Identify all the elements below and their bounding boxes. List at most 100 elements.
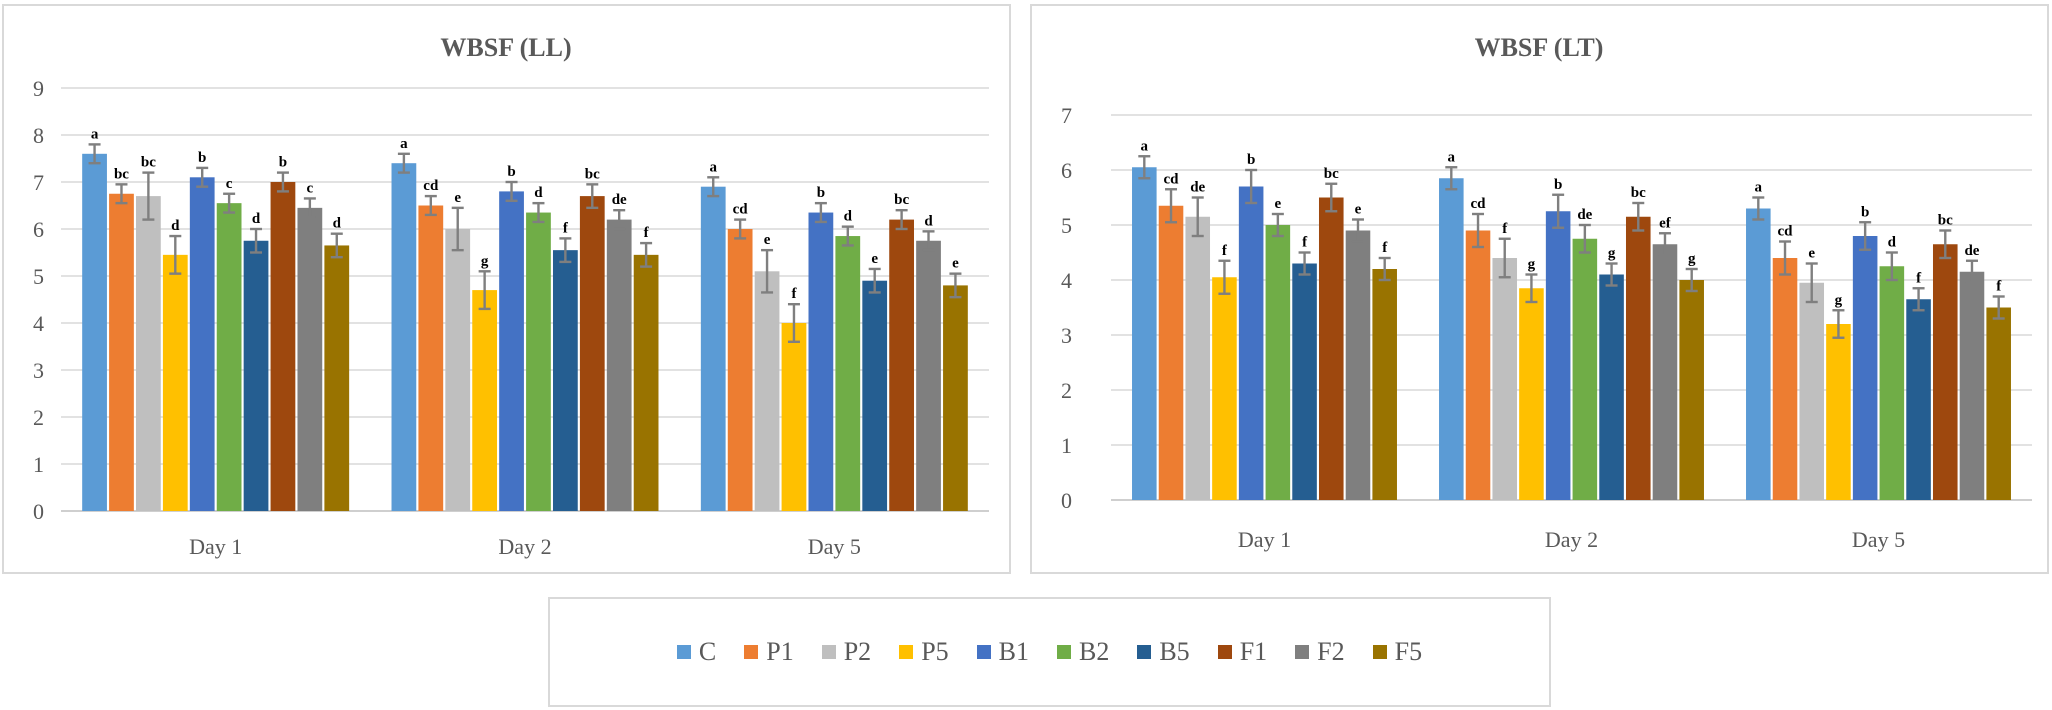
data-label: f — [1222, 243, 1228, 259]
data-label: a — [709, 159, 717, 175]
legend-item-F2: F2 — [1295, 637, 1345, 667]
data-label: b — [1554, 177, 1562, 193]
legend-label: P1 — [766, 637, 794, 666]
bar-C — [391, 163, 417, 511]
legend-swatch — [1372, 645, 1387, 659]
data-label: bc — [1631, 185, 1646, 201]
legend-item-B5: B5 — [1137, 637, 1190, 667]
data-label: bc — [585, 166, 600, 182]
category-label: Day 1 — [189, 534, 242, 559]
legend-label: B2 — [1079, 637, 1110, 666]
bar-P2 — [754, 271, 780, 511]
legend-swatch — [1057, 645, 1071, 659]
bar-F5 — [1679, 280, 1704, 500]
bar-B1 — [1238, 186, 1264, 500]
bar-P1 — [109, 193, 134, 511]
data-label: d — [534, 185, 543, 201]
y-tick-label: 4 — [33, 311, 44, 336]
legend-swatch — [899, 645, 914, 659]
data-label: f — [563, 220, 569, 236]
data-label: d — [171, 218, 180, 234]
bar-P5 — [1519, 288, 1544, 500]
y-tick-label: 3 — [33, 358, 44, 383]
y-tick-label: 9 — [33, 76, 44, 101]
bar-B1 — [189, 177, 215, 512]
bar-C — [700, 186, 726, 511]
data-label: f — [791, 286, 797, 302]
data-label: d — [333, 216, 342, 232]
bar-F5 — [633, 254, 659, 511]
data-label: b — [198, 150, 206, 166]
legend-swatch — [676, 645, 691, 659]
legend-swatch — [744, 645, 759, 659]
bar-F5 — [1986, 307, 2011, 500]
data-label: d — [1888, 235, 1897, 251]
legend-label: C — [698, 637, 717, 666]
legend-item-F5: F5 — [1372, 637, 1422, 667]
bar-F1 — [270, 182, 296, 511]
data-label: a — [1448, 149, 1456, 165]
data-label: bc — [114, 166, 129, 182]
bar-F1 — [579, 196, 605, 511]
bar-C — [82, 153, 107, 512]
legend-swatch — [821, 645, 836, 659]
bar-F2 — [916, 240, 941, 511]
data-label: b — [817, 185, 825, 201]
bar-P5 — [1212, 277, 1237, 500]
bar-B2 — [216, 203, 242, 511]
bar-B1 — [808, 212, 834, 512]
bar-F5 — [943, 285, 968, 511]
bar-C — [1439, 178, 1464, 500]
category-label: Day 5 — [1852, 527, 1905, 552]
bar-F2 — [297, 207, 323, 511]
data-label: a — [400, 136, 408, 152]
bar-C — [1132, 167, 1157, 500]
data-label: bc — [141, 155, 156, 171]
data-label: e — [764, 232, 771, 248]
data-label: g — [1608, 246, 1616, 262]
chart-panel-ll: WBSF (LL) 0 1 2 3 4 5 6 7 8 9 a bc bc d b c d b c d Day 1 a cd e… — [2, 4, 1011, 574]
bar-F2 — [606, 219, 632, 511]
y-tick-label: 6 — [1061, 158, 1072, 183]
data-label: e — [1808, 246, 1815, 262]
bar-B5 — [1599, 274, 1624, 500]
y-tick-label: 2 — [1061, 378, 1072, 403]
bar-F1 — [1625, 216, 1651, 500]
data-label: g — [1528, 257, 1536, 273]
data-label: bc — [1324, 166, 1339, 182]
data-label: f — [1382, 240, 1388, 256]
data-label: b — [1861, 204, 1869, 220]
data-label: cd — [423, 178, 439, 194]
legend-item-B1: B1 — [976, 637, 1029, 667]
legend-label: P2 — [843, 637, 872, 666]
category-label: Day 2 — [1545, 527, 1598, 552]
legend-label: B5 — [1159, 637, 1190, 666]
legend-swatch — [1137, 645, 1152, 659]
y-tick-label: 0 — [33, 499, 44, 524]
data-label: de — [1190, 180, 1205, 196]
bar-F5 — [324, 245, 350, 511]
data-label: cd — [1778, 224, 1794, 240]
bar-B5 — [1292, 263, 1317, 500]
data-label: de — [1577, 207, 1592, 223]
data-label: a — [1141, 138, 1149, 154]
y-tick-label: 0 — [1061, 488, 1072, 513]
y-tick-label: 5 — [1061, 213, 1072, 238]
data-label: g — [1835, 292, 1843, 308]
category-label: Day 2 — [498, 534, 551, 559]
data-label: c — [226, 176, 233, 192]
bar-F2 — [1652, 244, 1678, 500]
bar-P1 — [1465, 230, 1491, 500]
data-label: cd — [1164, 171, 1180, 187]
legend-item-P5: P5 — [899, 637, 949, 667]
bar-B1 — [1852, 236, 1878, 500]
bar-P1 — [418, 205, 444, 511]
legend-item-C: C — [676, 637, 717, 667]
data-label: d — [924, 213, 933, 229]
bar-B5 — [1906, 299, 1931, 500]
data-label: b — [279, 155, 287, 171]
bar-P1 — [1772, 258, 1798, 500]
y-tick-label: 7 — [33, 170, 44, 195]
chart-panel-lt: WBSF (LT) 0 1 2 3 4 5 6 7 a cd de f b e f bc e f Day 1 a cd f g… — [1030, 4, 2049, 574]
